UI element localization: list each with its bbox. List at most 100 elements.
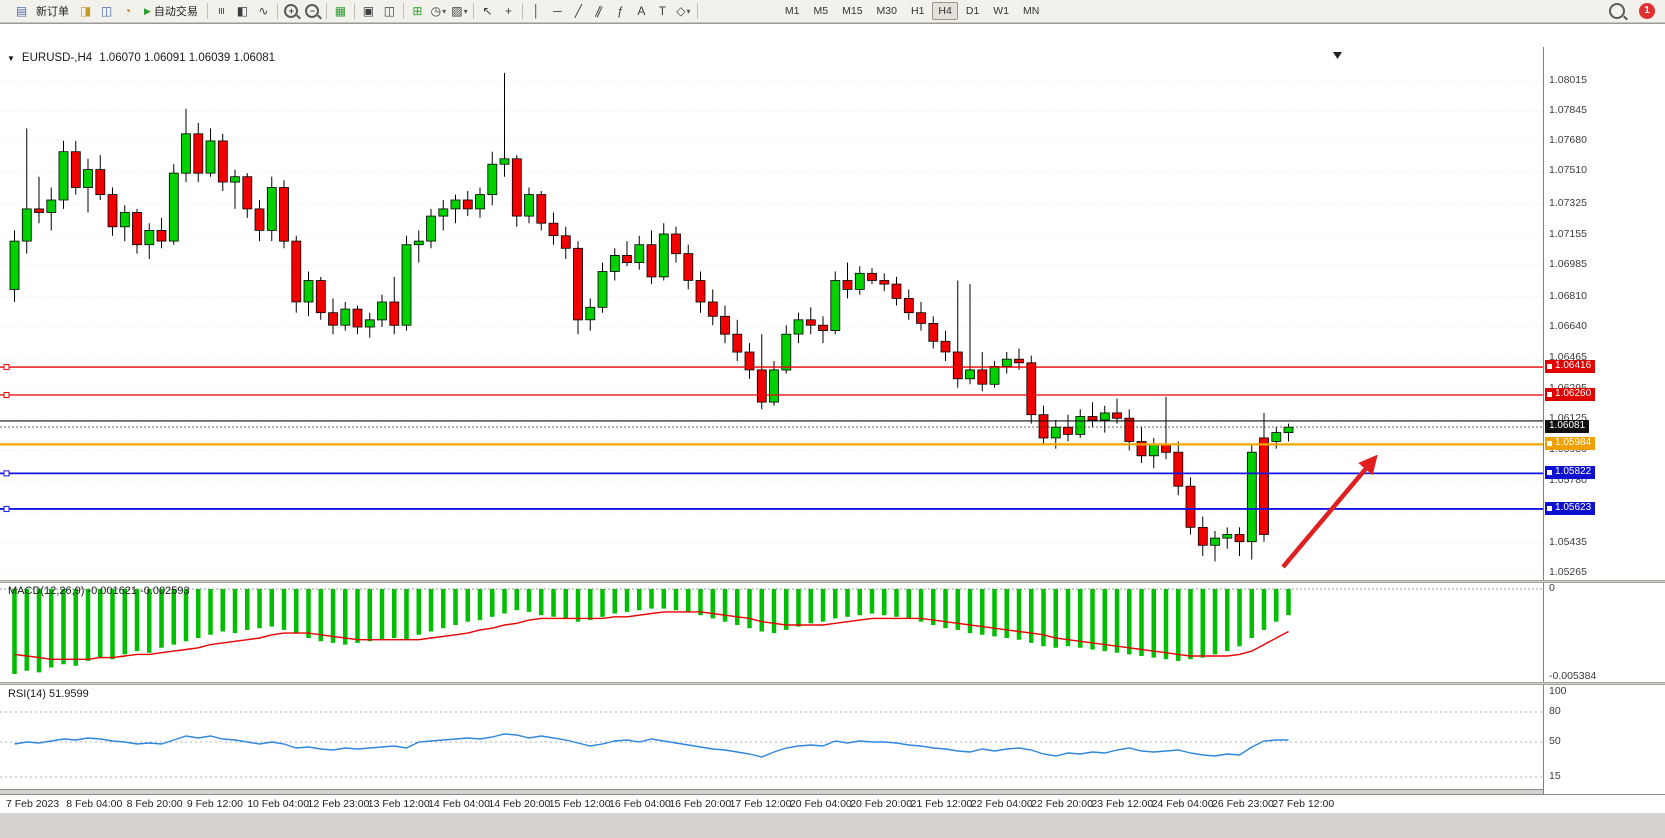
candle xyxy=(609,254,620,272)
notification-badge[interactable]: 1 xyxy=(1639,3,1655,19)
candle xyxy=(156,229,167,242)
candle xyxy=(377,301,387,321)
candle xyxy=(303,280,314,303)
candle xyxy=(205,140,216,174)
candle xyxy=(891,283,902,299)
line-handle[interactable] xyxy=(3,505,10,512)
price-tick: 100 xyxy=(1549,685,1567,697)
toolbar-separator xyxy=(353,3,355,19)
tile-horizontal-icon[interactable]: ◫ xyxy=(379,2,400,21)
auto-trading-icon: ▶ xyxy=(144,5,151,16)
price-tick: 1.06125 xyxy=(1549,412,1587,425)
price-tick: 0 xyxy=(1549,582,1555,594)
zoom-out-icon: − xyxy=(305,4,320,18)
panel-splitter-1[interactable] xyxy=(0,580,1665,583)
time-label: 20 Feb 20:00 xyxy=(850,798,913,810)
price-axis[interactable]: 1.08015 1.07845 1.07680 1.07510 1.07325 1.071… xyxy=(1543,47,1665,794)
candle xyxy=(401,244,412,326)
text-tool[interactable]: A xyxy=(631,2,652,21)
candle xyxy=(805,319,816,326)
price-tag: 1.05984 xyxy=(1545,437,1596,451)
one-click-trading-toggle[interactable]: ▼ xyxy=(7,53,15,63)
candle xyxy=(475,194,485,210)
channel-tool[interactable]: ∥ xyxy=(589,2,610,21)
candle xyxy=(683,253,694,281)
chevron-down-icon: ▾ xyxy=(686,6,691,16)
shapes-icon: ◇ xyxy=(676,4,686,18)
line-chart-icon[interactable]: ∿ xyxy=(253,2,274,21)
price-tick: -0.005384 xyxy=(1549,670,1597,682)
candle xyxy=(34,208,44,213)
clock-icon: ◷ xyxy=(430,4,442,18)
navigator-icon[interactable]: ◔ xyxy=(117,2,138,21)
timeframe-button-mn[interactable]: MN xyxy=(1017,2,1045,20)
new-order-label: 新订单 xyxy=(36,6,69,18)
toolbar-separator xyxy=(472,3,474,19)
line-handle[interactable] xyxy=(3,391,10,398)
price-tick: 1.07510 xyxy=(1549,164,1587,177)
candle xyxy=(744,351,755,371)
chevron-down-icon: ▾ xyxy=(442,6,447,16)
timeframe-button-h4[interactable]: H4 xyxy=(932,2,958,20)
templates-button[interactable]: ▨ ▾ xyxy=(449,2,470,21)
candle xyxy=(9,240,20,290)
chevron-down-icon: ▾ xyxy=(463,6,468,16)
price-tick: 15 xyxy=(1549,770,1561,782)
horizontal-line-tool[interactable]: ─ xyxy=(547,2,568,21)
timeframe-button-w1[interactable]: W1 xyxy=(987,2,1015,20)
line-handle[interactable] xyxy=(3,470,10,477)
candle xyxy=(524,194,534,217)
market-watch-icon[interactable]: ◨ xyxy=(75,2,96,21)
timeframe-button-m15[interactable]: M15 xyxy=(836,2,868,20)
candle xyxy=(634,244,645,263)
candlestick-chart-icon[interactable]: ◧ xyxy=(232,2,253,21)
candle xyxy=(965,369,975,380)
timeframe-button-h1[interactable]: H1 xyxy=(905,2,930,20)
trendline-tool[interactable]: ╱ xyxy=(568,2,589,21)
candle xyxy=(487,163,498,195)
timeframe-button-m5[interactable]: M5 xyxy=(808,2,835,20)
timeframe-button-d1[interactable]: D1 xyxy=(960,2,985,20)
candle xyxy=(879,280,890,285)
candle xyxy=(1271,432,1282,442)
bar-chart-icon[interactable]: ≡ xyxy=(211,2,232,21)
cursor-tool-button[interactable]: ↖ xyxy=(477,2,498,21)
tile-windows-icon[interactable]: ▦ xyxy=(330,2,351,21)
candle xyxy=(168,172,179,242)
candle xyxy=(1038,414,1049,439)
candle xyxy=(1075,416,1086,435)
auto-trading-button[interactable]: ▶ 自动交易 xyxy=(138,2,204,21)
cascade-windows-icon[interactable]: ▣ xyxy=(358,2,379,21)
trend-arrow[interactable] xyxy=(1281,454,1378,569)
panel-splitter-2[interactable] xyxy=(0,682,1665,685)
vertical-line-tool[interactable]: │ xyxy=(526,2,547,21)
price-tick: 1.06640 xyxy=(1549,319,1587,332)
time-label: 8 Feb 20:00 xyxy=(126,798,183,810)
candle xyxy=(389,301,400,326)
candle xyxy=(1246,451,1257,543)
timeframe-group: M1 M5 M15 M30 H1 H4 D1 W1 MN xyxy=(779,2,1045,20)
shapes-tool[interactable]: ◇ ▾ xyxy=(673,2,694,21)
time-axis[interactable]: 7 Feb 2023 8 Feb 04:00 8 Feb 20:00 9 Feb 12… xyxy=(0,794,1665,813)
label-tool[interactable]: T xyxy=(652,2,673,21)
profiles-icon[interactable]: ◫ xyxy=(96,2,117,21)
candle xyxy=(230,176,240,183)
candle xyxy=(940,340,951,353)
search-button[interactable] xyxy=(1606,2,1627,21)
crosshair-tool-button[interactable]: + xyxy=(498,2,519,21)
candle xyxy=(916,312,926,324)
add-indicator-button[interactable]: ⊞ xyxy=(407,2,428,21)
zoom-in-button[interactable]: + xyxy=(281,2,302,21)
scroll-end-marker[interactable] xyxy=(1333,52,1342,59)
timeframe-button-m30[interactable]: M30 xyxy=(871,2,903,20)
zoom-out-button[interactable]: − xyxy=(302,2,323,21)
new-order-button[interactable]: ▤ 新订单 xyxy=(4,2,75,21)
candle xyxy=(1026,362,1037,416)
rsi-line xyxy=(14,733,1289,758)
periods-button[interactable]: ◷ ▾ xyxy=(428,2,449,21)
timeframe-button-m1[interactable]: M1 xyxy=(779,2,806,20)
candle xyxy=(266,187,277,231)
main-toolbar: ▤ 新订单 ◨ ◫ ◔ ▶ 自动交易 ≡ ◧ ∿ + − ▦ ▣ ◫ ⊞ ◷ ▾ … xyxy=(0,0,1665,23)
line-handle[interactable] xyxy=(3,364,10,371)
fibonacci-tool[interactable]: ƒ xyxy=(610,2,631,21)
